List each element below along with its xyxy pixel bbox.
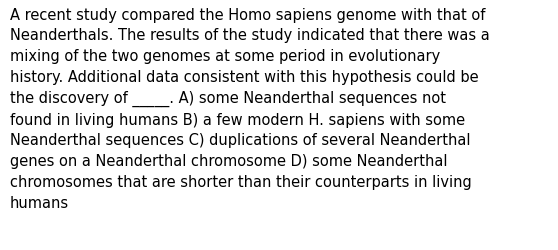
Text: A recent study compared the Homo sapiens genome with that of
Neanderthals. The r: A recent study compared the Homo sapiens…: [10, 8, 490, 210]
